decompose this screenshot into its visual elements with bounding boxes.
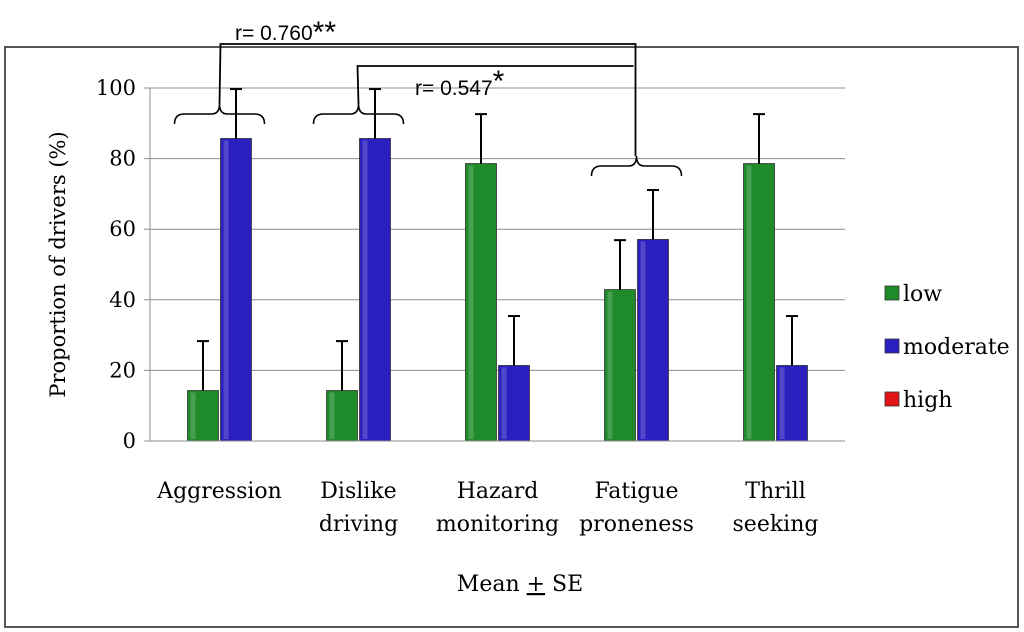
bar-highlight [329,392,335,439]
x-tick-label: monitoring [436,512,559,537]
bar-highlight [607,291,613,439]
x-tick-label: Aggression [156,479,282,504]
x-tick-label: Hazard [457,479,539,504]
bar-highlight [468,165,474,440]
bar-moderate [220,138,252,442]
y-tick-label: 20 [109,358,136,382]
connector-dislike-fatigue [356,65,634,105]
x-tick-label: Fatigue [594,479,678,504]
y-tick-label: 60 [109,217,136,241]
legend-label-low: low [903,282,942,307]
legend: low moderate high [884,282,1010,413]
bar-low [465,163,497,442]
bar-highlight [362,140,368,439]
legend-label-moderate: moderate [903,335,1010,360]
significance-stars: * [493,65,505,98]
correlation-label: r= 0.760** [235,16,336,49]
plot-area [187,88,808,442]
y-tick-label: 80 [109,147,136,171]
x-tick-label: Dislike [320,479,396,504]
bar-moderate [498,365,530,442]
brace-fatigue-proneness [590,155,683,177]
bar-moderate [637,239,669,442]
x-axis-label-part: Mean [457,572,527,597]
x-axis-label-part: SE [545,572,583,597]
bar-highlight [779,367,785,439]
significance-stars: ** [313,16,337,49]
legend-swatch-low [884,285,900,301]
correlation-label: r= 0.547* [415,65,505,100]
y-tick-label: 100 [96,76,136,100]
bar-highlight [746,165,752,440]
y-tick-label: 0 [123,429,136,453]
bar-highlight [501,367,507,439]
legend-swatch-high [884,391,900,407]
chart-frame [4,46,1019,628]
annotations: r= 0.760** r= 0.547* [173,16,683,177]
y-tick-label: 40 [109,288,136,312]
x-tick-label: driving [319,512,398,537]
connector-aggression-fatigue [218,43,637,156]
x-tick-label: Thrill [745,479,805,504]
x-tick-label: seeking [733,512,819,537]
correlation-value: r= 0.760 [235,22,313,45]
y-axis-label: Proportion of drivers (%) [46,131,70,397]
bar-highlight [223,140,229,439]
axes: 0 20 40 60 80 100 Aggression Dislike driving Haza… [46,76,845,597]
legend-swatch-moderate [884,338,900,354]
correlation-value: r= 0.547 [415,77,493,100]
x-tick-label: proneness [579,512,694,537]
x-axis-label: Mean + SE [457,572,583,597]
bar-highlight [640,241,646,439]
bar-highlight [190,392,196,439]
x-axis-label-part: + [527,572,545,597]
legend-label-high: high [903,388,952,413]
bar-moderate [359,138,391,442]
